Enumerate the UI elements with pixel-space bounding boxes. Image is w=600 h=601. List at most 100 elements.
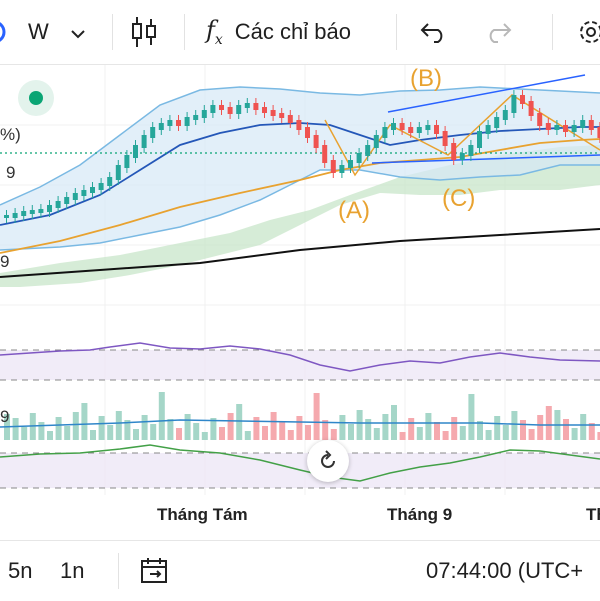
candle	[485, 125, 491, 134]
volume-bar	[339, 415, 346, 440]
volume-bar	[133, 429, 139, 440]
volume-bar	[494, 416, 501, 440]
candle	[29, 210, 35, 214]
volume-bar	[124, 420, 131, 440]
percent-label: %)	[0, 125, 21, 144]
candle	[537, 113, 543, 126]
candle	[520, 95, 525, 104]
toolbar-divider	[396, 14, 397, 50]
candle	[158, 123, 164, 130]
volume-bar	[115, 411, 122, 440]
interval-button[interactable]: W	[28, 0, 85, 64]
volume-bar	[90, 430, 96, 440]
range-button-5n[interactable]: 5n	[8, 558, 33, 583]
candle	[391, 123, 396, 130]
candle	[21, 211, 27, 216]
bollinger-lower-line	[0, 164, 600, 251]
candle	[563, 125, 568, 132]
volume-bar	[434, 422, 440, 440]
volume-bar	[236, 404, 243, 440]
x-axis-label-august: Tháng Tám	[157, 505, 248, 524]
candle	[201, 110, 207, 118]
volume-bar	[382, 414, 389, 440]
market-status-indicator[interactable]	[18, 80, 54, 116]
candle	[270, 110, 276, 116]
undo-icon[interactable]	[420, 0, 448, 64]
candle	[210, 105, 216, 113]
calendar-range-icon[interactable]	[140, 541, 170, 601]
candle	[133, 145, 138, 158]
candle	[477, 131, 482, 148]
volume-bar	[296, 416, 303, 440]
redo-icon[interactable]	[484, 0, 512, 64]
bottom-bar: 5n 1n 07:44:00 (UTC+	[0, 540, 600, 601]
candle	[330, 160, 336, 173]
candle	[38, 209, 44, 213]
volume-bar	[81, 403, 88, 440]
volume-bar	[201, 432, 208, 440]
candle	[442, 131, 448, 146]
x-axis-label-september: Tháng 9	[387, 505, 453, 524]
price-label-b: 9	[0, 252, 10, 271]
bottom-divider	[118, 553, 119, 589]
volume-bar	[459, 426, 466, 440]
volume-bar	[597, 432, 600, 440]
candle	[459, 153, 465, 160]
range-button-1n[interactable]: 1n	[60, 558, 85, 583]
wave-label-a: (A)	[338, 197, 370, 224]
candle	[580, 120, 586, 128]
reset-icon[interactable]	[307, 440, 349, 482]
volume-bar	[38, 422, 45, 440]
volume-bar	[442, 431, 449, 440]
candle	[98, 183, 104, 190]
candle	[72, 193, 78, 200]
candle	[597, 127, 600, 138]
candle	[176, 120, 181, 126]
bollinger-band	[0, 87, 600, 250]
candle	[236, 105, 242, 114]
candles-group	[4, 90, 600, 223]
candle	[502, 110, 508, 120]
toolbar-divider	[112, 14, 113, 50]
volume-bar	[477, 421, 483, 440]
candle	[425, 125, 431, 130]
ma-blue-line	[0, 122, 600, 226]
volume-bar	[356, 410, 363, 440]
volume-bar	[399, 432, 406, 440]
candle	[434, 125, 439, 134]
rsi-band	[0, 350, 600, 380]
candle	[365, 145, 371, 156]
volume-bar	[571, 428, 578, 440]
volume-bar	[244, 431, 251, 440]
gear-icon[interactable]	[576, 0, 600, 64]
candles-icon[interactable]	[130, 0, 158, 64]
indicators-label: Các chỉ báo	[234, 19, 351, 44]
candle	[494, 117, 500, 128]
candle	[545, 123, 551, 130]
chart-canvas[interactable]	[0, 65, 600, 530]
x-axis-label-next: Th	[586, 505, 600, 524]
candle	[244, 103, 250, 108]
volume-bar	[12, 418, 19, 440]
volume-bar	[158, 392, 165, 440]
candle	[12, 213, 18, 218]
symbol-logo-icon[interactable]	[0, 0, 8, 64]
timezone-clock[interactable]: 07:44:00 (UTC+	[426, 558, 584, 583]
candle	[511, 95, 517, 113]
volume-bar	[348, 424, 354, 440]
wave-label-b: (B)	[410, 65, 442, 92]
candle	[47, 205, 52, 212]
indicators-button[interactable]: fx Các chỉ báo	[206, 0, 351, 64]
ma-orange-line	[0, 138, 600, 254]
candle	[416, 127, 422, 133]
candle	[554, 125, 560, 130]
volume-bar	[485, 430, 492, 440]
candle	[115, 165, 121, 180]
volume-bar	[287, 430, 294, 440]
price-chart[interactable]: %) 9 9 9 (B) (A) (C) Tháng Tám Tháng 9 T…	[0, 65, 600, 530]
volume-bar	[107, 425, 114, 440]
chart-toolbar: W fx Các chỉ báo	[0, 0, 600, 65]
volume-bar	[193, 423, 200, 440]
price-label-a: 9	[6, 163, 16, 182]
volume-bar	[313, 393, 320, 440]
